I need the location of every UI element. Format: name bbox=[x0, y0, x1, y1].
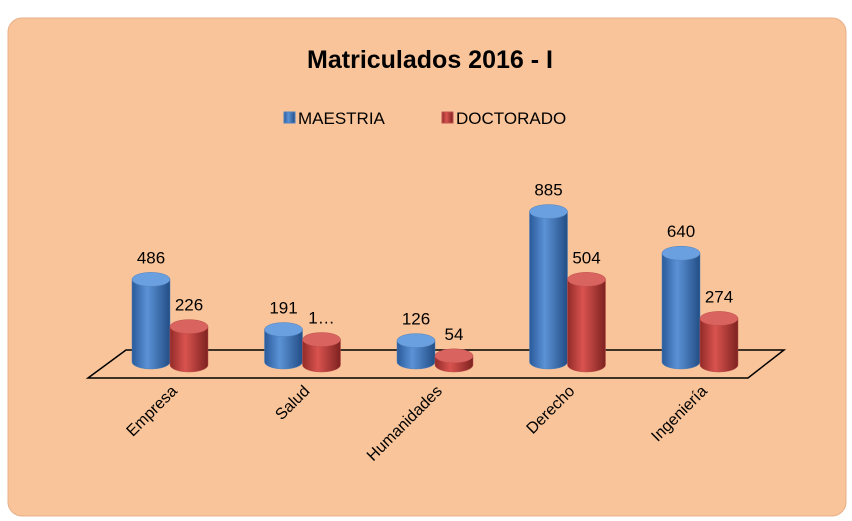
chart-area bbox=[7, 17, 847, 517]
bar-top bbox=[567, 272, 606, 287]
bar-top bbox=[434, 348, 474, 364]
bar bbox=[302, 339, 341, 373]
bar bbox=[699, 318, 739, 373]
bar-top bbox=[661, 245, 701, 261]
data-label: 274 bbox=[705, 287, 733, 306]
chart-title: Matriculados 2016 - I bbox=[307, 46, 553, 74]
data-label: 1… bbox=[308, 309, 334, 328]
bar-top bbox=[131, 272, 171, 287]
data-label: 191 bbox=[269, 299, 297, 318]
legend-label: DOCTORADO bbox=[456, 109, 566, 128]
legend-swatch bbox=[441, 111, 454, 124]
bar-top bbox=[169, 319, 209, 334]
data-label: 486 bbox=[137, 248, 165, 267]
bar-top bbox=[264, 322, 303, 337]
bar-top bbox=[302, 332, 341, 347]
bar bbox=[529, 211, 568, 370]
data-label: 126 bbox=[402, 310, 430, 329]
legend-label: MAESTRIA bbox=[298, 109, 386, 128]
bar bbox=[661, 252, 701, 370]
data-label: 54 bbox=[445, 325, 464, 344]
bar bbox=[131, 279, 171, 370]
data-label: 226 bbox=[175, 296, 203, 315]
data-label: 640 bbox=[667, 222, 695, 241]
bar-top bbox=[396, 333, 436, 348]
data-label: 504 bbox=[572, 248, 600, 267]
bar-top bbox=[699, 311, 739, 326]
legend-swatch bbox=[283, 111, 296, 124]
bar bbox=[567, 279, 606, 373]
data-label: 885 bbox=[534, 181, 562, 200]
bar-top bbox=[529, 204, 568, 219]
floor bbox=[85, 349, 787, 379]
bar bbox=[169, 326, 209, 373]
